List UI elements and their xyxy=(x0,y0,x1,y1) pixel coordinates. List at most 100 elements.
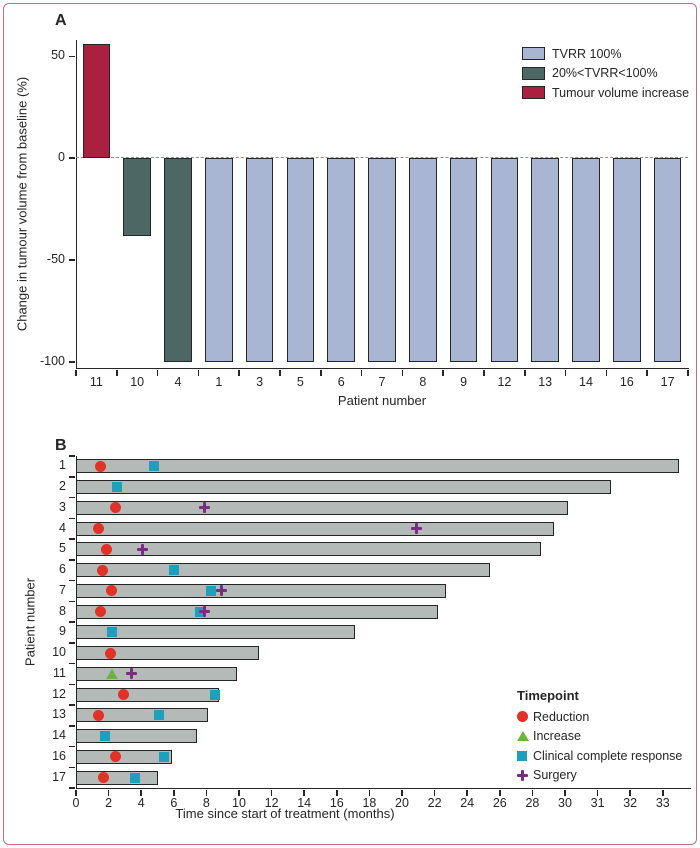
legend-item-reduction: Reduction xyxy=(517,707,682,727)
panel-a-y-tick xyxy=(68,55,75,58)
panel-b-x-tick-label: 4 xyxy=(137,796,145,810)
panel-a-x-tick xyxy=(75,369,77,376)
panel-b-y-tick-label: 8 xyxy=(59,603,66,618)
panel-a-x-tick xyxy=(483,369,485,376)
panel-b-letter: B xyxy=(55,437,67,454)
ccr-marker-patient-16 xyxy=(159,751,170,762)
panel-b-x-tick-label: 24 xyxy=(460,796,475,810)
panel-a-y-tick-label: -50 xyxy=(46,252,65,267)
panel-b-y-tick-label: 17 xyxy=(52,769,66,784)
panel-a-x-tick xyxy=(320,369,322,376)
panel-b-y-tick xyxy=(68,787,75,789)
panel-b-x-tick-label: 12 xyxy=(264,796,279,810)
panel-b-x-tick xyxy=(75,789,77,796)
panel-b-y-tick-label: 6 xyxy=(59,562,66,577)
panel-b-x-tick-label: 20 xyxy=(395,796,409,810)
panel-b-y-tick-label: 14 xyxy=(52,728,66,743)
surgery-marker-patient-3 xyxy=(199,502,211,514)
panel-a-x-tick-label: 6 xyxy=(337,375,345,389)
panel-b-bar-patient-3 xyxy=(76,500,569,515)
panel-a-bar-patient-3 xyxy=(245,158,274,362)
panel-a-bar-patient-4 xyxy=(164,158,192,362)
panel-b-bar-patient-6 xyxy=(76,563,491,578)
panel-b-x-tick-label: 16 xyxy=(329,796,344,810)
panel-a-x-tick xyxy=(238,369,240,376)
panel-b-x-tick-label: 18 xyxy=(362,796,377,810)
panel-b-x-tick xyxy=(629,789,631,796)
panel-a-bar-patient-9 xyxy=(449,158,478,362)
panel-a-x-tick-label: 7 xyxy=(378,375,386,389)
panel-b-x-tick xyxy=(140,789,142,796)
panel-b-x-axis-title: Time since start of treatment (months) xyxy=(175,806,395,821)
panel-a-y-tick-label: 0 xyxy=(58,150,65,165)
panel-a-x-tick xyxy=(360,369,363,376)
panel-b-bar-patient-5 xyxy=(76,542,541,557)
panel-b-legend: Timepoint Reduction Increase Clinical co… xyxy=(517,688,682,785)
panel-a-bar-patient-16 xyxy=(612,158,641,362)
legend-label: Increase xyxy=(533,729,581,744)
panel-a-bar-patient-11 xyxy=(82,44,111,159)
panel-b-x-tick xyxy=(107,789,110,796)
panel-b-x-tick-label: 14 xyxy=(297,796,312,810)
panel-a-x-tick-label: 5 xyxy=(296,375,304,389)
panel-a-legend: TVRR 100% 20%<TVRR<100% Tumour volume in… xyxy=(522,44,689,103)
legend-item-partial-tvrr: 20%<TVRR<100% xyxy=(522,64,689,84)
panel-b-x-tick xyxy=(564,789,566,796)
panel-b-bar-patient-1 xyxy=(76,459,680,474)
panel-b-bar-patient-14 xyxy=(76,729,197,744)
panel-b-bar-patient-13 xyxy=(76,708,209,723)
panel-a-x-tick-label: 13 xyxy=(538,375,553,389)
legend-label: TVRR 100% xyxy=(552,46,622,61)
panel-a-x-tick-label: 14 xyxy=(579,375,593,389)
ccr-marker-patient-1 xyxy=(149,461,160,472)
surgery-marker-icon xyxy=(517,769,528,781)
panel-b-x-tick-label: 31 xyxy=(590,796,605,810)
panel-b-bar-patient-12 xyxy=(76,687,220,702)
panel-b-y-tick-label: 16 xyxy=(52,748,66,763)
tvrr-100-swatch-icon xyxy=(522,47,545,61)
panel-b-bar-patient-11 xyxy=(76,666,238,681)
panel-b-y-tick xyxy=(68,517,75,519)
reduction-marker-patient-4 xyxy=(93,523,105,535)
surgery-marker-patient-4 xyxy=(411,523,423,535)
ccr-marker-patient-2 xyxy=(111,482,122,493)
panel-b-y-tick xyxy=(68,600,75,602)
ccr-marker-patient-12 xyxy=(209,689,220,700)
panel-a-x-tick xyxy=(524,369,526,376)
panel-b-y-tick-label: 3 xyxy=(59,499,66,514)
panel-a-x-tick-label: 1 xyxy=(215,375,223,389)
legend-label: Tumour volume increase xyxy=(552,85,690,100)
panel-b-y-tick xyxy=(68,579,75,582)
panel-b-x-tick xyxy=(205,789,208,796)
reduction-marker-patient-8 xyxy=(94,606,106,618)
figure-border xyxy=(3,3,697,845)
panel-a-x-axis-title: Patient number xyxy=(337,393,427,408)
panel-b-plot-area xyxy=(76,456,691,789)
panel-a-y-tick xyxy=(68,157,75,159)
panel-b-x-tick-label: 0 xyxy=(72,796,80,810)
panel-a-x-tick-label: 4 xyxy=(174,375,182,389)
panel-a-bar-patient-10 xyxy=(123,158,152,236)
partial-tvrr-swatch-icon xyxy=(522,66,545,80)
panel-a-plot-area xyxy=(76,40,689,369)
panel-b-y-tick-label: 7 xyxy=(59,582,66,597)
panel-b-y-tick-label: 11 xyxy=(53,665,66,680)
ccr-marker-patient-14 xyxy=(100,731,111,742)
panel-b-x-tick xyxy=(531,789,534,796)
panel-b-x-tick-label: 26 xyxy=(492,796,507,810)
surgery-marker-patient-7 xyxy=(215,585,227,597)
panel-b-legend-title: Timepoint xyxy=(517,688,579,703)
panel-b-y-tick xyxy=(68,704,75,706)
panel-b-bar-patient-2 xyxy=(76,480,611,495)
ccr-marker-patient-13 xyxy=(154,710,165,721)
panel-b-y-tick-label: 13 xyxy=(52,707,66,722)
legend-item-surgery: Surgery xyxy=(517,766,682,786)
reduction-marker-patient-6 xyxy=(96,564,108,576)
panel-a-x-tick-label: 3 xyxy=(256,375,264,389)
panel-b-bar-patient-8 xyxy=(76,604,438,619)
panel-b-x-tick-label: 10 xyxy=(232,796,246,810)
panel-b-x-tick xyxy=(270,789,273,796)
panel-b-y-tick-label: 1 xyxy=(59,458,66,473)
panel-a-bar-patient-13 xyxy=(531,158,560,362)
reduction-marker-patient-5 xyxy=(101,543,113,555)
